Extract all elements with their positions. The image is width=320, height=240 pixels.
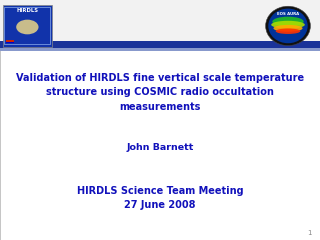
Ellipse shape: [272, 17, 304, 26]
Bar: [6, 40, 14, 43]
Text: EOS AURA: EOS AURA: [277, 12, 299, 16]
Text: Validation of HIRDLS fine vertical scale temperature
structure using COSMIC radi: Validation of HIRDLS fine vertical scale…: [16, 73, 304, 112]
Ellipse shape: [273, 25, 303, 32]
Ellipse shape: [268, 9, 308, 43]
Text: HIRDLS: HIRDLS: [16, 8, 38, 12]
Ellipse shape: [276, 29, 300, 34]
Text: HIRDLS Science Team Meeting
27 June 2008: HIRDLS Science Team Meeting 27 June 2008: [77, 186, 243, 210]
Ellipse shape: [16, 20, 38, 34]
Bar: [0, 41, 320, 48]
FancyBboxPatch shape: [3, 5, 52, 47]
Ellipse shape: [271, 21, 305, 29]
Ellipse shape: [266, 6, 310, 46]
Bar: [0, 48, 320, 51]
Bar: [6, 42, 14, 43]
Bar: [0, 0, 320, 48]
Text: 1: 1: [308, 230, 312, 236]
Text: John Barnett: John Barnett: [126, 143, 194, 152]
